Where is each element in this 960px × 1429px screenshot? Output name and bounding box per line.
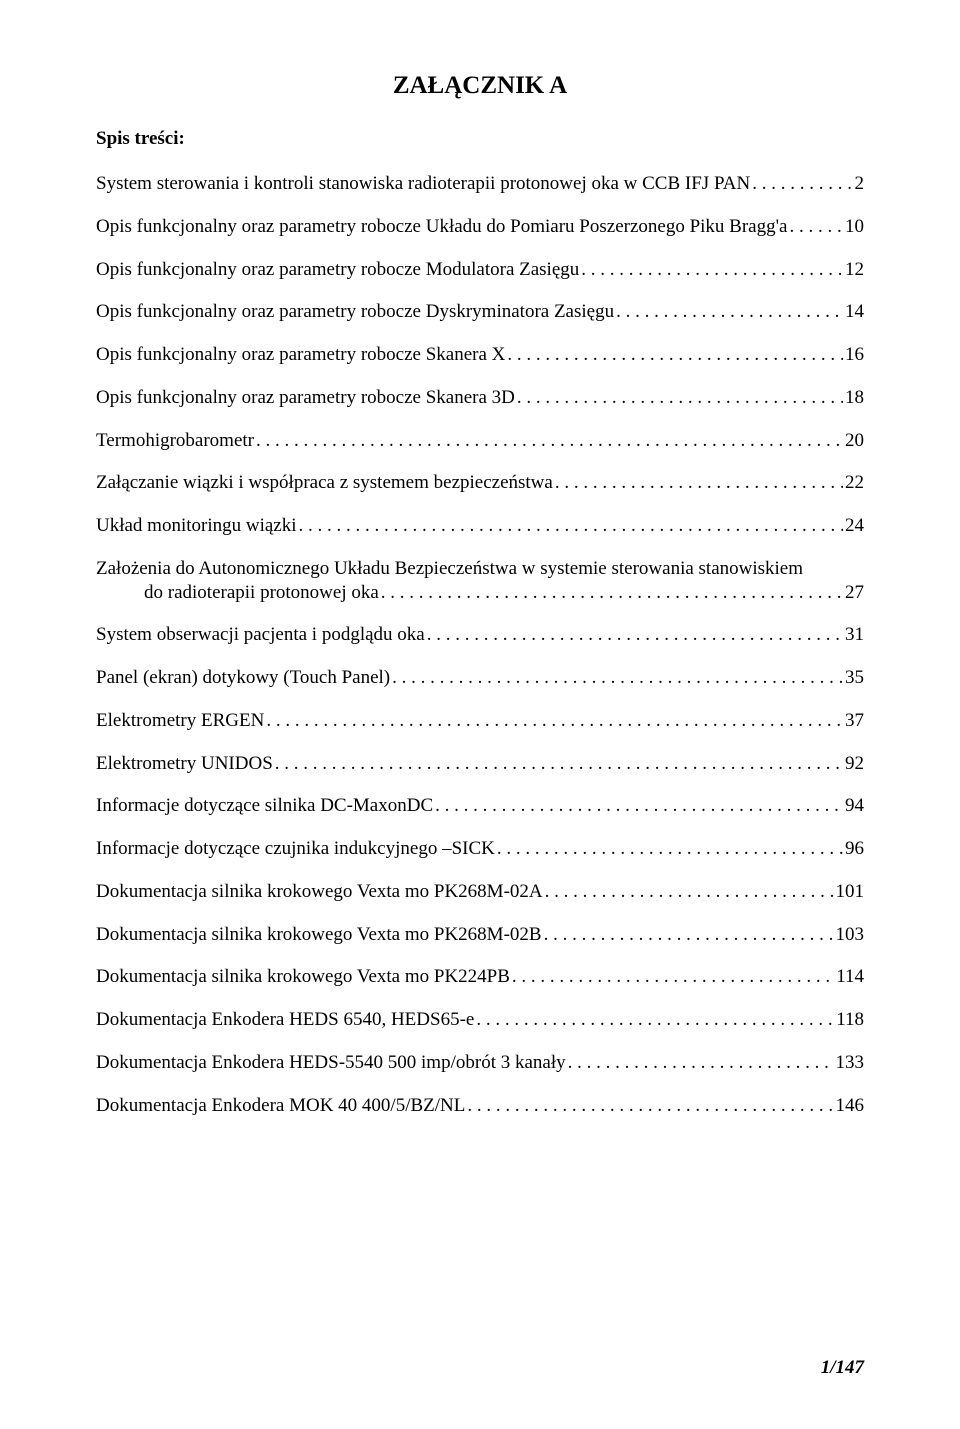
toc-leader-dots [555, 476, 843, 495]
toc-entry-label: Załączanie wiązki i współpraca z systeme… [96, 471, 553, 495]
toc-entry: Opis funkcjonalny oraz parametry robocze… [96, 343, 864, 367]
toc-leader-dots [568, 1056, 834, 1075]
toc-leader-dots [299, 519, 843, 538]
toc-entry-page: 20 [845, 429, 864, 453]
toc-leader-dots [581, 262, 843, 281]
toc-leader-dots [427, 628, 843, 647]
toc-entry-label: Informacje dotyczące czujnika indukcyjne… [96, 837, 495, 861]
toc-entry-page: 35 [845, 666, 864, 690]
toc-entry-page: 94 [845, 794, 864, 818]
toc-leader-dots [545, 885, 834, 904]
toc-leader-dots [512, 970, 834, 989]
toc-entry: Dokumentacja silnika krokowego Vexta mo … [96, 880, 864, 904]
toc-entry-page: 146 [836, 1094, 865, 1118]
toc-entry-page: 114 [836, 965, 864, 989]
toc-leader-dots [507, 348, 843, 367]
toc-entry: System obserwacji pacjenta i podglądu ok… [96, 623, 864, 647]
toc-leader-dots [392, 671, 843, 690]
toc-leader-dots [467, 1098, 833, 1117]
toc-entry-label: Dokumentacja silnika krokowego Vexta mo … [96, 965, 510, 989]
toc-entry-page: 133 [836, 1051, 865, 1075]
toc-entry: Elektrometry ERGEN 37 [96, 709, 864, 733]
toc-entry-label: Założenia do Autonomicznego Układu Bezpi… [96, 557, 864, 581]
page-title: ZAŁĄCZNIK A [96, 72, 864, 100]
document-page: ZAŁĄCZNIK A Spis treści: System sterowan… [0, 0, 960, 1429]
toc-entry: Dokumentacja Enkodera HEDS 6540, HEDS65-… [96, 1008, 864, 1032]
toc-entry-label: Dokumentacja silnika krokowego Vexta mo … [96, 880, 543, 904]
toc-entry: Elektrometry UNIDOS 92 [96, 752, 864, 776]
toc-entry-label: Elektrometry UNIDOS [96, 752, 273, 776]
toc-entry: Panel (ekran) dotykowy (Touch Panel) 35 [96, 666, 864, 690]
toc-entry-page: 27 [845, 581, 864, 605]
toc-entry: Opis funkcjonalny oraz parametry robocze… [96, 300, 864, 324]
toc-leader-dots [256, 433, 843, 452]
toc-heading: Spis treści: [96, 128, 864, 150]
toc-entry-page: 16 [845, 343, 864, 367]
toc-entry-label: Opis funkcjonalny oraz parametry robocze… [96, 215, 787, 239]
toc-entry: Dokumentacja Enkodera MOK 40 400/5/BZ/NL… [96, 1094, 864, 1118]
toc-leader-dots [275, 756, 843, 775]
toc-entry-label: Układ monitoringu wiązki [96, 514, 297, 538]
toc-entry-page: 24 [845, 514, 864, 538]
page-number-footer: 1/147 [821, 1357, 864, 1379]
toc-entry: System sterowania i kontroli stanowiska … [96, 172, 864, 196]
toc-entry-page: 31 [845, 623, 864, 647]
toc-entry-page: 10 [845, 215, 864, 239]
toc-entry-label: Opis funkcjonalny oraz parametry robocze… [96, 386, 515, 410]
toc-entry-label: do radioterapii protonowej oka [96, 581, 379, 605]
toc-leader-dots [616, 305, 843, 324]
toc-entry-label: System obserwacji pacjenta i podglądu ok… [96, 623, 425, 647]
toc-entry: Dokumentacja Enkodera HEDS-5540 500 imp/… [96, 1051, 864, 1075]
toc-entry: Opis funkcjonalny oraz parametry robocze… [96, 258, 864, 282]
toc-leader-dots [544, 927, 834, 946]
toc-entry-second-line: do radioterapii protonowej oka 27 [96, 581, 864, 605]
toc-leader-dots [517, 391, 843, 410]
toc-entry-label: Opis funkcjonalny oraz parametry robocze… [96, 258, 579, 282]
toc-entry: Załączanie wiązki i współpraca z systeme… [96, 471, 864, 495]
toc-leader-dots [497, 842, 843, 861]
toc-entry-label: Termohigrobarometr [96, 429, 254, 453]
toc-entry: Termohigrobarometr 20 [96, 429, 864, 453]
toc-entry-label: System sterowania i kontroli stanowiska … [96, 172, 750, 196]
toc-entry: Dokumentacja silnika krokowego Vexta mo … [96, 965, 864, 989]
toc-leader-dots [381, 585, 843, 604]
toc-entry: Układ monitoringu wiązki 24 [96, 514, 864, 538]
toc-entry-page: 96 [845, 837, 864, 861]
toc-entry-page: 2 [855, 172, 865, 196]
toc-entry-page: 18 [845, 386, 864, 410]
toc-entry-page: 37 [845, 709, 864, 733]
toc-entry: Opis funkcjonalny oraz parametry robocze… [96, 386, 864, 410]
toc-entry-page: 101 [836, 880, 865, 904]
toc-entry: Opis funkcjonalny oraz parametry robocze… [96, 215, 864, 239]
toc-entry-page: 118 [836, 1008, 864, 1032]
toc-leader-dots [752, 177, 852, 196]
toc-entry-label: Informacje dotyczące silnika DC-MaxonDC [96, 794, 433, 818]
toc-entry: Dokumentacja silnika krokowego Vexta mo … [96, 923, 864, 947]
toc-entry-page: 12 [845, 258, 864, 282]
toc-entry-label: Dokumentacja Enkodera HEDS-5540 500 imp/… [96, 1051, 566, 1075]
toc-entry-label: Opis funkcjonalny oraz parametry robocze… [96, 343, 505, 367]
toc-entry: Informacje dotyczące czujnika indukcyjne… [96, 837, 864, 861]
toc-entry-label: Panel (ekran) dotykowy (Touch Panel) [96, 666, 390, 690]
toc-entry-page: 103 [836, 923, 865, 947]
toc-entry-page: 14 [845, 300, 864, 324]
toc-entry: Informacje dotyczące silnika DC-MaxonDC 9… [96, 794, 864, 818]
toc-entry-label: Dokumentacja Enkodera MOK 40 400/5/BZ/NL [96, 1094, 465, 1118]
toc-leader-dots [435, 799, 843, 818]
toc-list: System sterowania i kontroli stanowiska … [96, 172, 864, 1117]
toc-entry-label: Dokumentacja Enkodera HEDS 6540, HEDS65-… [96, 1008, 474, 1032]
toc-entry-label: Elektrometry ERGEN [96, 709, 264, 733]
toc-entry: Założenia do Autonomicznego Układu Bezpi… [96, 557, 864, 605]
toc-entry-label: Opis funkcjonalny oraz parametry robocze… [96, 300, 614, 324]
toc-entry-label: Dokumentacja silnika krokowego Vexta mo … [96, 923, 542, 947]
toc-leader-dots [789, 220, 843, 239]
toc-entry-page: 92 [845, 752, 864, 776]
toc-leader-dots [266, 714, 843, 733]
toc-leader-dots [476, 1013, 834, 1032]
toc-entry-page: 22 [845, 471, 864, 495]
